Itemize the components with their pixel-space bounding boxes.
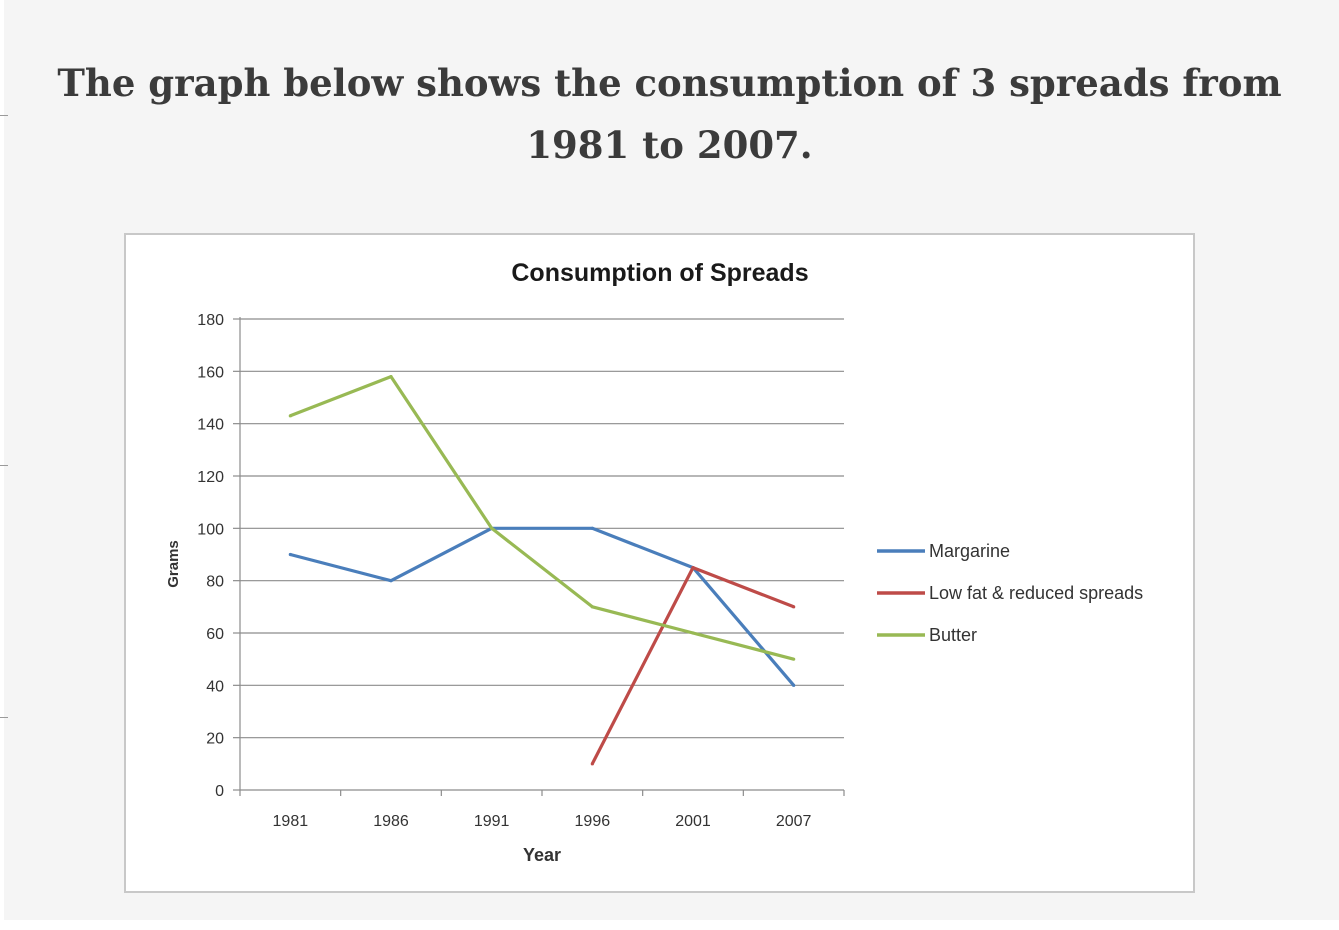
edge-mark	[0, 115, 8, 116]
edge-mark	[0, 465, 8, 466]
chart-container: Consumption of Spreads 0 20 40 60 80 100 120 14…	[124, 233, 1195, 893]
axes	[233, 317, 845, 796]
left-edge-strip	[0, 0, 4, 920]
y-tick-label: 120	[197, 469, 224, 486]
data-point	[590, 762, 594, 766]
data-point	[792, 683, 796, 687]
series-line-2	[590, 566, 795, 765]
x-tick-label: 1986	[373, 813, 409, 830]
y-tick-label: 160	[197, 364, 224, 381]
data-point	[389, 374, 393, 379]
y-tick-label: 100	[197, 521, 224, 538]
y-tick-label: 20	[206, 731, 224, 748]
y-tick-label: 180	[197, 312, 224, 329]
legend-label: Butter	[929, 625, 977, 645]
y-axis-label: Grams	[165, 540, 182, 588]
x-tick-label: 1991	[474, 813, 510, 830]
x-tick-label: 2001	[675, 813, 711, 830]
data-point	[288, 552, 292, 557]
chart-title: Consumption of Spreads	[511, 259, 808, 287]
line-chart: Consumption of Spreads 0 20 40 60 80 100 120 14…	[165, 259, 1143, 865]
gridlines	[240, 318, 844, 739]
y-tick-label: 60	[206, 626, 224, 643]
data-point	[288, 414, 292, 418]
tick-labels: 0 20 40 60 80 100 120 140 160 180 1981 1986 1991 1996…	[197, 312, 811, 830]
data-point	[792, 605, 796, 609]
data-point	[590, 526, 594, 530]
data-point	[792, 657, 796, 661]
y-tick-label: 80	[206, 574, 224, 591]
y-tick-label: 140	[197, 417, 224, 434]
x-axis-label: Year	[523, 845, 561, 865]
data-point	[691, 565, 695, 570]
page-heading: The graph below shows the consumption of…	[57, 61, 1282, 167]
x-tick-label: 1981	[273, 813, 309, 830]
edge-mark	[0, 717, 8, 718]
x-tick-label: 2007	[776, 813, 812, 830]
data-point	[590, 605, 594, 609]
legend-label: Low fat & reduced spreads	[929, 583, 1143, 603]
series-line-1	[289, 526, 795, 687]
series-line-3	[289, 375, 795, 661]
data-point	[490, 526, 494, 530]
y-tick-label: 40	[206, 678, 224, 695]
data-point	[691, 631, 695, 635]
legend: Margarine Low fat & reduced spreads Butter	[877, 541, 1143, 645]
series-lines	[288, 374, 796, 766]
data-point	[389, 579, 393, 583]
y-tick-label: 0	[215, 783, 224, 800]
legend-label: Margarine	[929, 541, 1010, 561]
x-tick-label: 1996	[575, 813, 611, 830]
